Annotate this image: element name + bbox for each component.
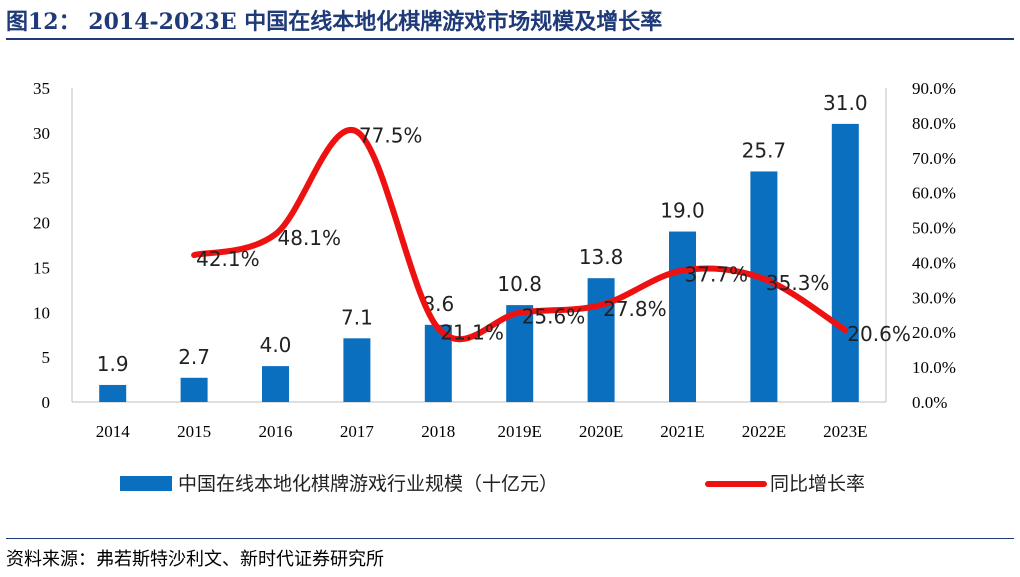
right-tick-label: 70.0% <box>912 149 956 168</box>
left-tick-label: 15 <box>33 258 50 277</box>
bar-value-label: 31.0 <box>823 91 868 115</box>
bar-value-label: 25.7 <box>742 138 787 162</box>
right-tick-label: 90.0% <box>912 79 956 98</box>
x-tick-label: 2014 <box>96 422 131 441</box>
line-value-label: 37.7% <box>685 262 749 286</box>
figure-title: 图12： 2014-2023E 中国在线本地化棋牌游戏市场规模及增长率 <box>6 9 663 35</box>
line-value-label: 77.5% <box>359 124 423 148</box>
bar <box>506 305 534 402</box>
right-tick-label: 30.0% <box>912 288 956 307</box>
x-axis: 2014 2015 2016 2017 2018 2019E 2020E 2021E 2022E… <box>72 401 886 441</box>
growth-line <box>191 127 849 343</box>
right-tick-label: 80.0% <box>912 114 956 133</box>
left-tick-label: 5 <box>42 348 51 367</box>
right-tick-label: 60.0% <box>912 184 956 203</box>
x-tick-label: 2018 <box>421 422 455 441</box>
bar-value-label: 1.9 <box>97 352 129 376</box>
line-value-label: 27.8% <box>603 297 667 321</box>
right-tick-label: 40.0% <box>912 253 956 272</box>
bar <box>343 338 371 402</box>
right-tick-label: 20.0% <box>912 323 956 342</box>
line-value-label: 48.1% <box>278 226 342 250</box>
bar <box>99 384 127 402</box>
bar-value-label: 2.7 <box>178 345 210 369</box>
bar-value-label: 13.8 <box>579 245 624 269</box>
x-tick-label: 2016 <box>259 422 293 441</box>
x-tick-label: 2019E <box>498 422 542 441</box>
legend: 中国在线本地化棋牌游戏行业规模（十亿元） 同比增长率 <box>120 473 865 495</box>
right-tick-label: 0.0% <box>912 393 947 412</box>
source-rule <box>6 538 1014 539</box>
x-tick-label: 2023E <box>823 422 867 441</box>
chart: 0 5 10 15 20 25 30 35 0.0% 10.0% 20.0% 30.0% 40.0% 5… <box>33 79 956 495</box>
left-tick-label: 30 <box>33 124 50 143</box>
line-value-label: 42.1% <box>196 247 260 271</box>
bar-value-label: 10.8 <box>497 272 542 296</box>
bar <box>831 123 859 402</box>
line-value-label: 21.1% <box>440 320 504 344</box>
x-tick-label: 2017 <box>340 422 375 441</box>
bar <box>180 377 208 402</box>
x-tick-label: 2022E <box>742 422 786 441</box>
x-tick-label: 2021E <box>660 422 704 441</box>
legend-bar-label: 中国在线本地化棋牌游戏行业规模（十亿元） <box>178 473 558 495</box>
left-tick-label: 0 <box>42 393 51 412</box>
bar-series <box>99 123 859 402</box>
bar-value-label: 7.1 <box>341 305 373 329</box>
bar <box>669 231 696 402</box>
legend-line-label: 同比增长率 <box>770 473 865 495</box>
title-rule <box>6 38 1014 40</box>
line-value-label: 35.3% <box>766 271 830 295</box>
bar <box>750 171 778 402</box>
left-tick-label: 20 <box>33 214 50 233</box>
x-tick-label: 2020E <box>579 422 623 441</box>
right-tick-label: 50.0% <box>912 219 956 238</box>
legend-bar-swatch <box>120 476 172 491</box>
x-tick-label: 2015 <box>177 422 211 441</box>
left-tick-label: 25 <box>33 169 50 188</box>
line-series <box>191 127 849 343</box>
right-axis: 0.0% 10.0% 20.0% 30.0% 40.0% 50.0% 60.0% 70.0% 8… <box>885 79 956 412</box>
bar-value-label: 19.0 <box>660 199 705 223</box>
source-note: 资料来源：弗若斯特沙利文、新时代证券研究所 <box>6 549 384 570</box>
bar <box>262 366 289 402</box>
left-axis: 0 5 10 15 20 25 30 35 <box>33 79 73 412</box>
left-tick-label: 10 <box>33 303 50 322</box>
line-value-label: 25.6% <box>522 305 586 329</box>
bar-value-label: 4.0 <box>260 333 292 357</box>
line-value-label: 20.6% <box>847 322 911 346</box>
left-tick-label: 35 <box>33 79 50 98</box>
line-data-labels: 42.1% 48.1% 77.5% 21.1% 25.6% 27.8% 37.7% 35.3%… <box>196 124 911 347</box>
right-tick-label: 10.0% <box>912 358 956 377</box>
